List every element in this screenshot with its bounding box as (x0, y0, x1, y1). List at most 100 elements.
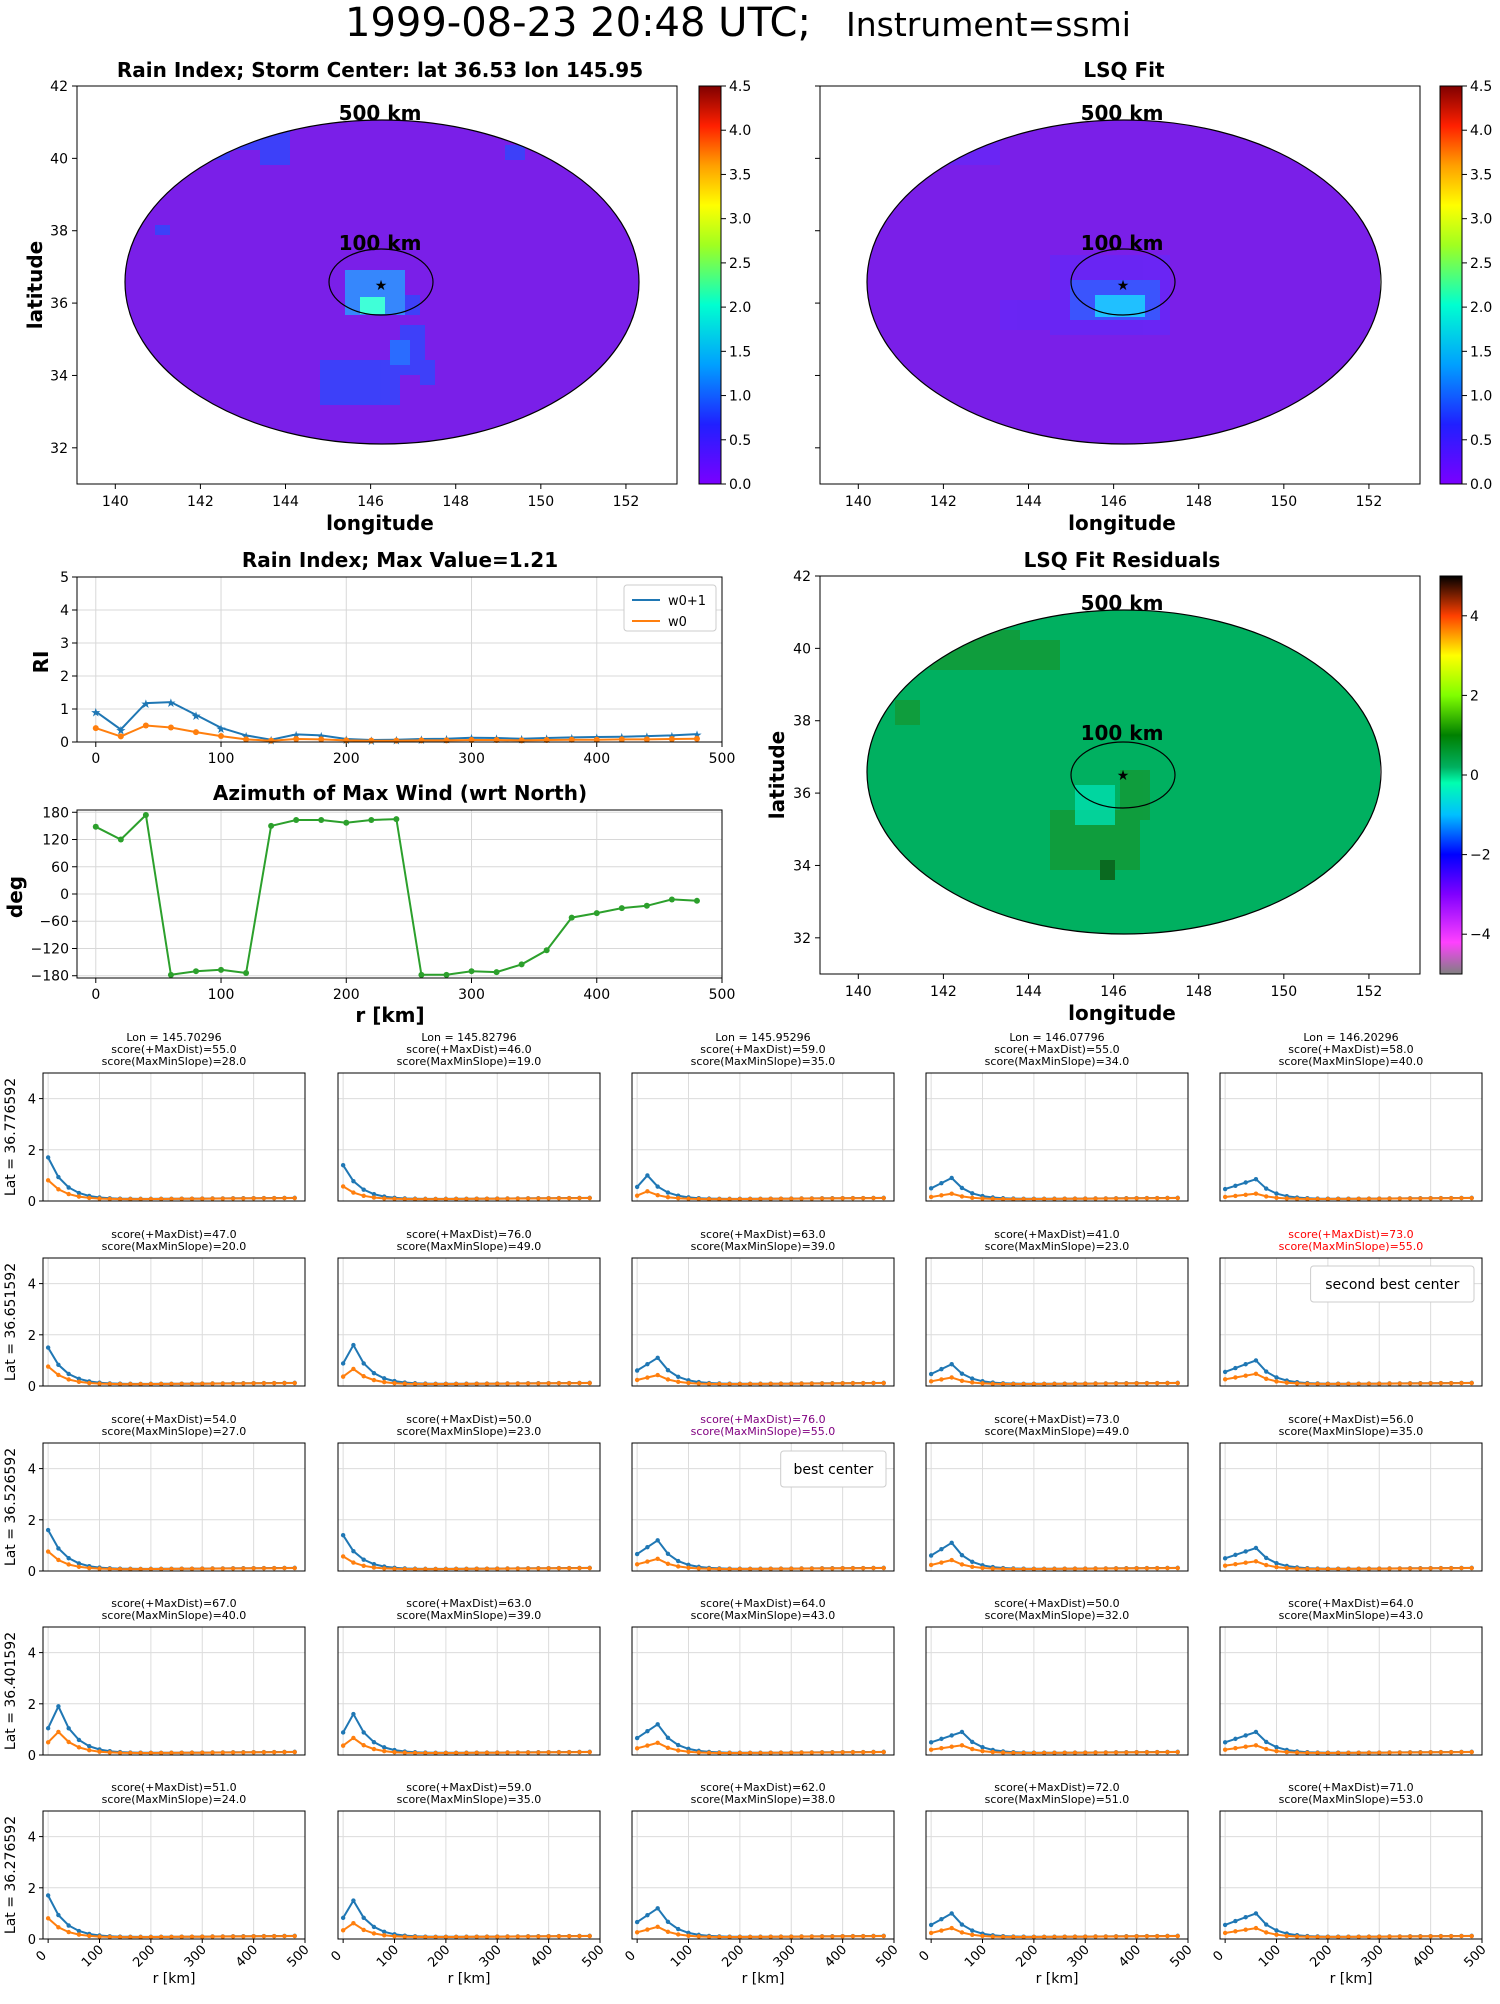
panel-point-w0 (179, 1750, 184, 1756)
panel-point-w0 (1387, 1750, 1392, 1755)
panel-point-w0 (251, 1750, 256, 1755)
panel-xtick-label: 100 (1256, 1942, 1284, 1970)
panel-point-w0 (881, 1933, 886, 1939)
panel-frame (631, 1072, 895, 1202)
panel-point-w0 (1253, 1191, 1259, 1196)
panel-point-w0 (939, 1560, 944, 1565)
panel-point-w0 (819, 1381, 825, 1386)
panel-point-w0p1 (1253, 1911, 1259, 1916)
panel-point-w0 (128, 1566, 133, 1572)
panel-point-w0p1 (665, 1735, 671, 1741)
panel-point-w0 (1052, 1196, 1057, 1202)
panel-point-w0 (1041, 1934, 1047, 1940)
panel-point-w0 (117, 1566, 123, 1572)
panel-point-w0p1 (634, 1551, 640, 1557)
panel-point-w0 (1011, 1934, 1016, 1940)
panel-point-w0 (1397, 1381, 1403, 1386)
mapA-ytick-label: 40 (50, 151, 68, 167)
panel-score-slope: score(MaxMinSlope)=49.0 (985, 1425, 1130, 1438)
panel-point-w0 (706, 1381, 712, 1387)
panel-point-w0 (1469, 1565, 1474, 1571)
panel-point-w0 (87, 1565, 92, 1571)
panel-point-w0 (566, 1565, 572, 1571)
panel-point-w0 (117, 1934, 123, 1940)
panel-point-w0 (1031, 1934, 1037, 1940)
mapA-ytick-label: 38 (50, 224, 68, 240)
panel-point-w0 (1041, 1196, 1047, 1202)
panel-ytick-label: 0 (28, 1565, 36, 1580)
panel-point-w0p1 (66, 1371, 71, 1377)
panel-point-w0 (536, 1934, 541, 1939)
data-point (568, 914, 575, 921)
panel-point-w0 (1093, 1934, 1098, 1939)
panel-point-w0 (1072, 1750, 1078, 1755)
panel-series-w0 (47, 1550, 295, 1571)
panel-point-w0 (1407, 1750, 1413, 1755)
panel-point-w0 (737, 1566, 743, 1572)
panel-point-w0 (1284, 1749, 1289, 1755)
series-line (95, 812, 698, 976)
panel-point-w0 (758, 1566, 763, 1572)
panel-point-w0 (717, 1566, 722, 1572)
panel-point-w0 (189, 1196, 195, 1201)
panel-point-w0 (1062, 1381, 1067, 1387)
cbarC-ticks-label: −4 (1470, 927, 1491, 943)
x-tick-label: 200 (333, 751, 360, 767)
panel-point-w0 (495, 1750, 500, 1755)
panel-point-w0 (261, 1566, 267, 1571)
panel-point-w0 (655, 1372, 660, 1378)
panel-point-w0p1 (1233, 1365, 1238, 1371)
data-point (243, 970, 250, 977)
panel-xtick-label: 0 (1210, 1948, 1226, 1964)
panel-score-maxdist: score(+MaxDist)=62.0 (700, 1781, 825, 1794)
data-point (543, 947, 550, 954)
panel-point-w0 (453, 1566, 459, 1572)
panel-point-w0 (1134, 1196, 1139, 1201)
data-point (218, 966, 225, 973)
panel-point-w0 (1083, 1196, 1088, 1201)
colorbar-b: 0.0 0.5 1.0 1.5 2.0 2.5 3.0 3.5 4.0 4.5 (1439, 79, 1492, 493)
panel-point-w0 (292, 1933, 297, 1939)
panel-point-w0 (1315, 1566, 1320, 1572)
panel-point-w0 (717, 1750, 722, 1756)
panel-xtick-label: 200 (130, 1942, 158, 1970)
panel-point-w0 (1438, 1381, 1444, 1386)
y-tick-label: 2 (60, 669, 69, 685)
map-star-a: ★ (375, 278, 388, 294)
panel-point-w0p1 (634, 1184, 640, 1190)
panel-point-w0 (980, 1565, 985, 1571)
panel-point-w0 (1233, 1193, 1238, 1199)
panel-point-w0 (665, 1561, 671, 1567)
data-point (192, 968, 199, 975)
panel-score-maxdist: score(+MaxDist)=55.0 (111, 1043, 236, 1056)
panel-point-w0 (361, 1374, 366, 1379)
panel-point-w0 (959, 1194, 965, 1199)
panel-point-w0 (1175, 1380, 1180, 1386)
panel-point-w0 (1052, 1934, 1057, 1940)
data-point (92, 725, 99, 732)
data-point: ★ (291, 728, 302, 742)
panel-point-w0 (361, 1927, 366, 1933)
panel-point-w0 (768, 1566, 773, 1572)
panel-point-w0 (970, 1195, 975, 1201)
candidate-panel: score(MaxMinSlope)=43.0score(+MaxDist)=6… (631, 1597, 895, 1756)
panel-point-w0p1 (76, 1928, 82, 1934)
data-point (218, 733, 225, 740)
cbarA-ticks-label: 2.0 (729, 300, 751, 316)
panel-point-w0 (412, 1196, 418, 1202)
panel-frame (42, 1072, 306, 1202)
panel-point-w0 (990, 1566, 995, 1571)
cbarB-ticks-label: 1.0 (1470, 389, 1492, 405)
data-point: ★ (191, 709, 202, 723)
circle-100-label-a: 100 km (339, 231, 422, 255)
panel-point-w0 (1124, 1196, 1129, 1201)
cbarB-ticks-label: 1.5 (1470, 344, 1492, 360)
panel-xtick-label: 400 (822, 1942, 850, 1970)
legend-box (623, 584, 717, 632)
panel-point-w0 (1134, 1566, 1139, 1571)
x-tick-label: 400 (583, 751, 610, 767)
panel-series-w0p1 (342, 1164, 590, 1200)
panel-point-w0p1 (351, 1711, 356, 1717)
panel-point-w0 (1233, 1929, 1238, 1934)
panel-xlabel: r [km] (448, 1971, 491, 1987)
